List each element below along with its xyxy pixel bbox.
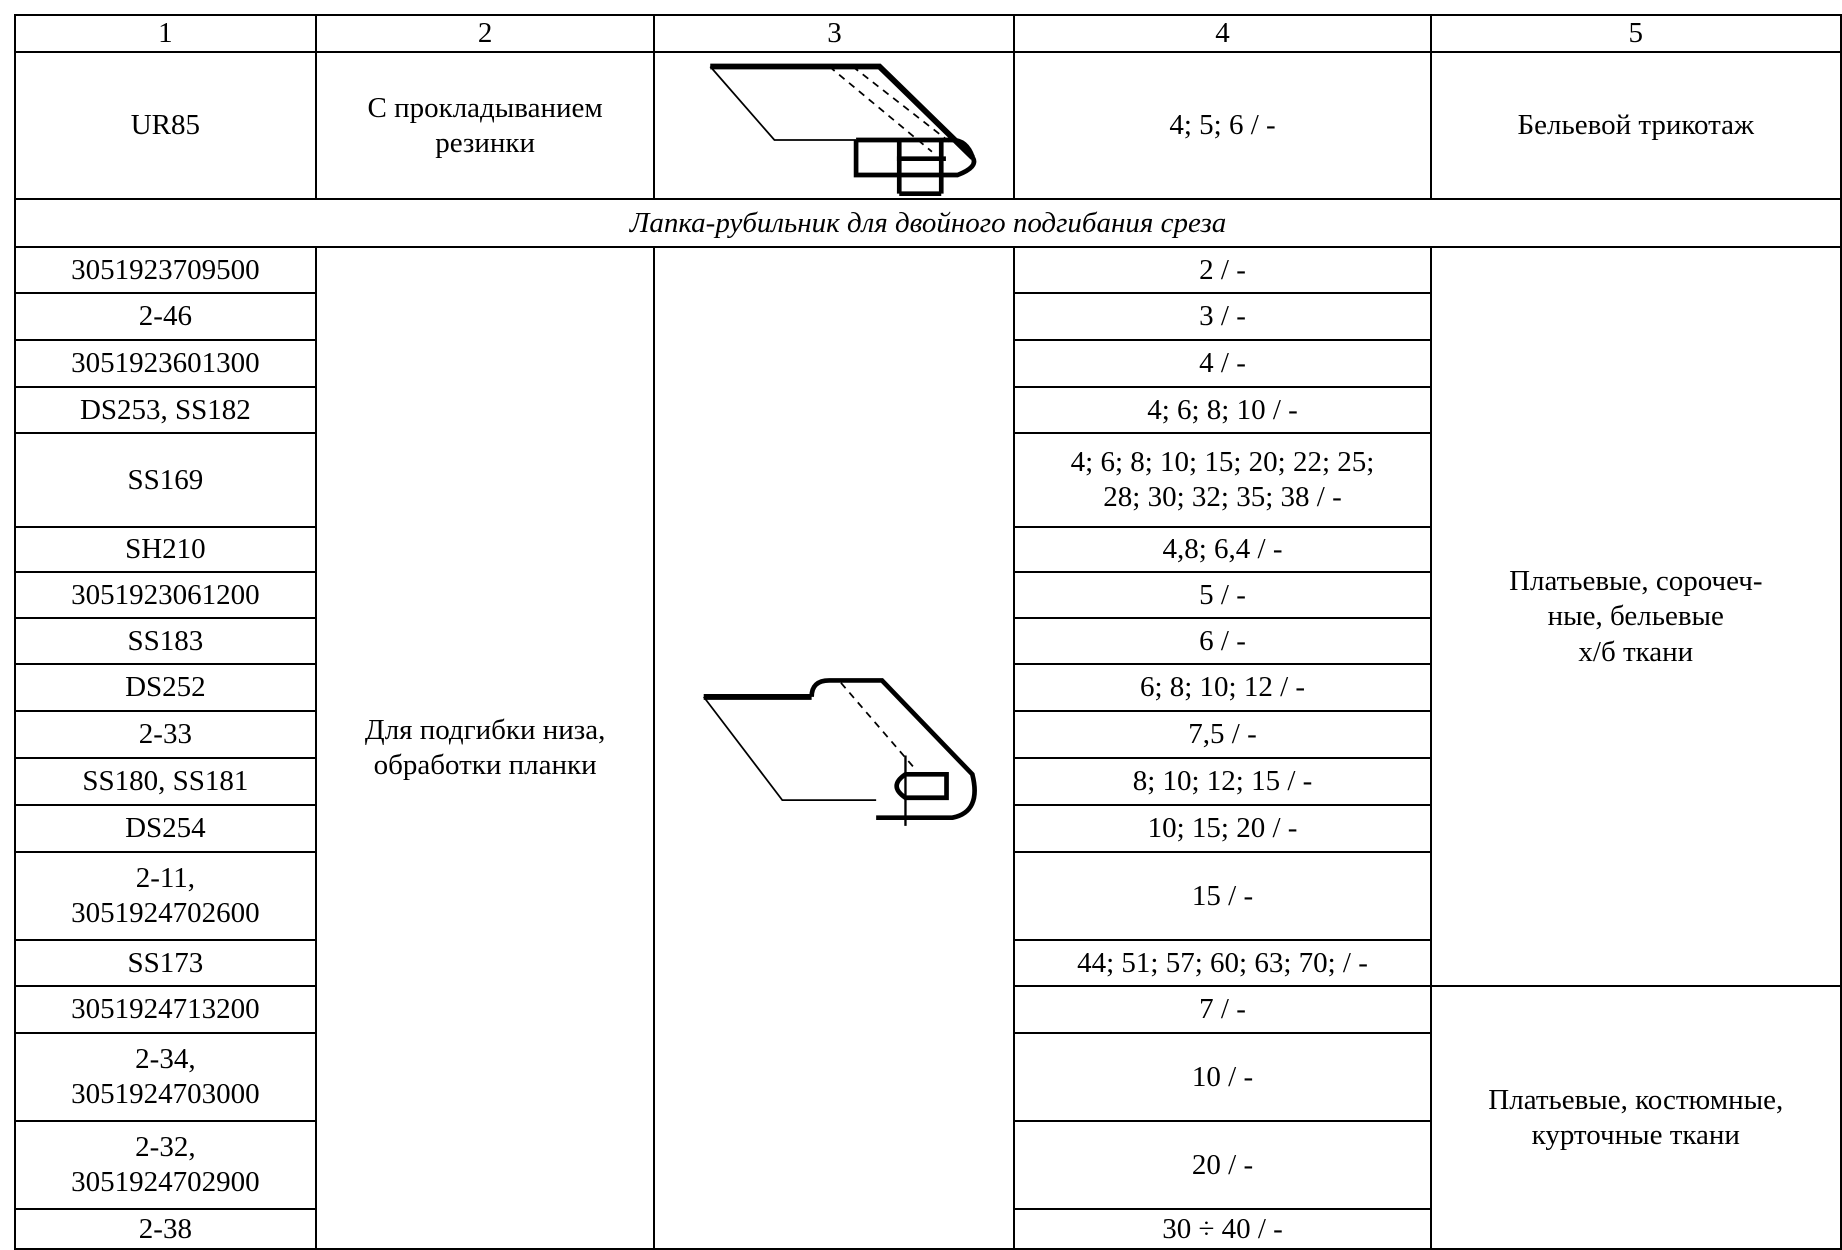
code: 3051924713200: [14, 985, 317, 1035]
table-row: DS253, SS182 4; 6; 8; 10 / -: [14, 386, 1841, 435]
code: 2-32, 3051924702900: [14, 1120, 317, 1211]
section-title: Лапка-рубильник для двойного подгибания …: [14, 198, 1842, 249]
code: SS180, SS181: [14, 757, 317, 807]
sizes: 2 / -: [1013, 246, 1432, 295]
table-row: 3051924713200 7 / - Платьевые, костюмные, …: [14, 985, 1842, 1250]
table-row: 3051923601300 4 / -: [14, 339, 1841, 389]
column-number: 1: [14, 13, 317, 54]
sizes: 10; 15; 20 / -: [1013, 804, 1432, 854]
purpose: Для подгибки низа, обработки планки: [314, 246, 656, 1250]
sizes: 15 / -: [1013, 851, 1432, 942]
sizes: 4; 5; 6 / -: [1013, 51, 1432, 201]
sizes: 44; 51; 57; 60; 63; 70; / -: [1013, 939, 1432, 988]
table-row: SS169 4; 6; 8; 10; 15; 20; 22; 25; 28; 30…: [14, 432, 1841, 529]
sizes: 7 / -: [1013, 985, 1432, 1035]
sizes: 4; 6; 8; 10; 15; 20; 22; 25; 28; 30; 32;…: [1013, 432, 1432, 529]
column-number: 2: [314, 13, 656, 54]
code: SS183: [14, 617, 317, 666]
section-row: Лапка-рубильник для двойного подгибания …: [14, 198, 1842, 249]
code: SS173: [14, 939, 317, 988]
drawing-cell: [653, 51, 1016, 201]
table-row: 3051923709500 Для подгибки низа, обработк…: [14, 246, 1842, 1250]
sizes: 7,5 / -: [1013, 710, 1432, 760]
table-row: 2-11, 3051924702600 15 / -: [14, 851, 1841, 942]
code: 3051923601300: [14, 339, 317, 389]
sizes: 4 / -: [1013, 339, 1432, 389]
table-row: DS254 10; 15; 20 / -: [14, 804, 1841, 854]
drawing-cell: [653, 246, 1016, 1250]
table-row: SS180, SS181 8; 10; 12; 15 / -: [14, 757, 1841, 807]
fixtures-table: 1 2 3 4 5 UR85 С прокладыванием резинки 4; 5; …: [14, 13, 1842, 1250]
sizes: 5 / -: [1013, 571, 1432, 620]
table-row: 2-34, 3051924703000 10 / -: [14, 1032, 1841, 1123]
sizes: 30 ÷ 40 / -: [1013, 1208, 1432, 1250]
code: DS252: [14, 663, 317, 713]
code: DS253, SS182: [14, 386, 317, 435]
code: UR85: [14, 51, 317, 201]
code: 3051923709500: [14, 246, 317, 295]
sizes: 4,8; 6,4 / -: [1013, 526, 1432, 574]
column-number: 5: [1429, 13, 1842, 54]
table-row: 2-33 7,5 / -: [14, 710, 1841, 760]
code: 3051923061200: [14, 571, 317, 620]
code: 2-46: [14, 292, 317, 342]
table-row: SS173 44; 51; 57; 60; 63; 70; / -: [14, 939, 1841, 988]
table-row: 2-32, 3051924702900 20 / -: [14, 1120, 1841, 1211]
fabric: Платьевые, сорочеч- ные, бельевые х/б тк…: [1429, 246, 1842, 988]
code: 2-33: [14, 710, 317, 760]
fabric: Платьевые, костюмные, курточные ткани: [1429, 985, 1842, 1250]
table-row: SH210 4,8; 6,4 / -: [14, 526, 1841, 574]
code: 2-34, 3051924703000: [14, 1032, 317, 1123]
table-row: 3051923061200 5 / -: [14, 571, 1841, 620]
code: SH210: [14, 526, 317, 574]
table-row: SS183 6 / -: [14, 617, 1841, 666]
sizes: 3 / -: [1013, 292, 1432, 342]
code: 2-11, 3051924702600: [14, 851, 317, 942]
sizes: 4; 6; 8; 10 / -: [1013, 386, 1432, 435]
column-number: 3: [653, 13, 1016, 54]
column-number: 4: [1013, 13, 1432, 54]
table-row: DS252 6; 8; 10; 12 / -: [14, 663, 1841, 713]
sizes: 6 / -: [1013, 617, 1432, 666]
code: SS169: [14, 432, 317, 529]
table-row: UR85 С прокладыванием резинки 4; 5; 6 / -…: [14, 51, 1842, 201]
sizes: 8; 10; 12; 15 / -: [1013, 757, 1432, 807]
table-row: 2-46 3 / -: [14, 292, 1841, 342]
sizes: 20 / -: [1013, 1120, 1432, 1211]
hemmer-drawing: [702, 677, 977, 826]
purpose: С прокладыванием резинки: [314, 51, 656, 201]
code: 2-38: [14, 1208, 317, 1250]
sizes: 6; 8; 10; 12 / -: [1013, 663, 1432, 713]
fabric: Бельевой трикотаж: [1429, 51, 1842, 201]
sizes: 10 / -: [1013, 1032, 1432, 1123]
code: DS254: [14, 804, 317, 854]
folder-drawing: [709, 63, 977, 196]
